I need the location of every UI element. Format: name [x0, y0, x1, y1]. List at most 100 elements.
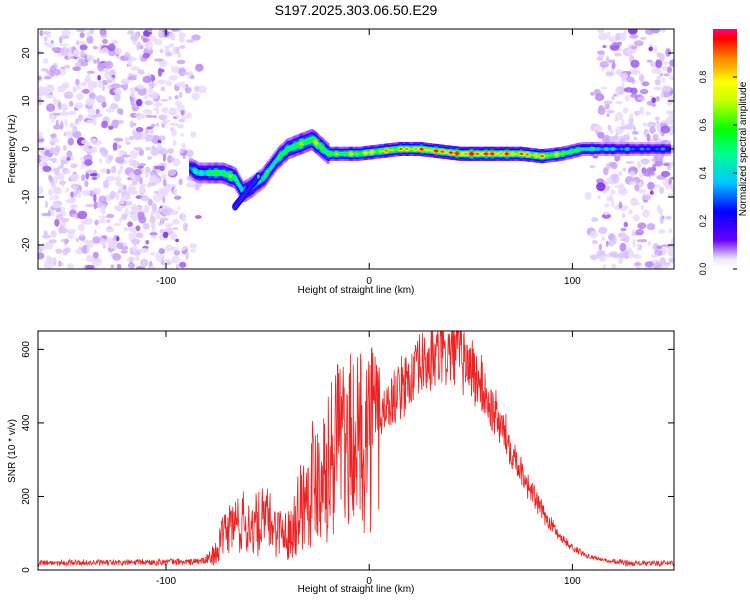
noise-blob — [656, 120, 660, 125]
noise-blob — [112, 142, 118, 151]
noise-blob — [598, 226, 608, 235]
noise-blob — [628, 117, 634, 125]
noise-blob — [136, 84, 145, 90]
ridge-cell — [239, 185, 242, 189]
noise-blob — [598, 32, 608, 41]
noise-blob — [626, 49, 635, 55]
snr-xtick-label: -100 — [156, 576, 176, 587]
ridge-cell — [287, 147, 291, 150]
noise-blob — [176, 59, 186, 65]
noise-blob — [644, 29, 655, 35]
noise-blob — [91, 258, 102, 267]
noise-blob — [49, 147, 56, 154]
noise-blob — [164, 45, 171, 49]
noise-blob — [614, 117, 619, 123]
noise-blob — [127, 221, 133, 228]
noise-blob — [175, 263, 179, 269]
noise-blob — [610, 189, 616, 195]
snr-axes: -100 0 100 0 200 400 600 — [21, 331, 674, 587]
noise-blob — [61, 29, 71, 37]
noise-blob — [665, 48, 672, 57]
snr-ytick-label: 400 — [21, 414, 32, 431]
noise-blob — [66, 263, 74, 269]
noise-blob — [122, 79, 127, 86]
noise-blob — [669, 127, 674, 137]
noise-blob — [125, 141, 131, 145]
noise-blob — [38, 247, 43, 253]
noise-blob — [630, 59, 640, 68]
noise-blob — [656, 123, 661, 132]
noise-blob — [127, 262, 136, 269]
ridge-cell — [592, 148, 596, 150]
noise-blob — [67, 54, 72, 60]
noise-blob — [656, 205, 661, 213]
noise-blob — [87, 108, 97, 115]
noise-blob — [105, 79, 112, 84]
noise-blob — [101, 120, 108, 129]
noise-blob — [158, 248, 165, 255]
noise-blob — [53, 124, 61, 130]
noise-blob — [168, 75, 178, 81]
noise-blob — [143, 204, 150, 214]
noise-blob — [160, 98, 169, 102]
noise-blob — [597, 195, 601, 200]
noise-blob — [138, 163, 146, 167]
ridge-cell — [236, 181, 240, 185]
noise-blob — [191, 34, 201, 41]
spectrogram-xlabel: Height of straight line (km) — [298, 285, 415, 296]
noise-blob — [43, 58, 49, 64]
noise-blob — [58, 165, 62, 170]
noise-blob — [640, 158, 650, 165]
ridge-cell — [274, 160, 277, 163]
noise-blob — [606, 109, 615, 114]
noise-blob — [43, 261, 54, 269]
noise-blob — [155, 252, 159, 260]
noise-blob — [650, 254, 659, 258]
spectrogram-ylabel: Frequency (Hz) — [7, 115, 18, 184]
noise-blob — [171, 128, 177, 138]
noise-blob — [133, 113, 141, 117]
noise-blob — [630, 170, 636, 176]
noise-blob — [152, 193, 163, 202]
noise-blob — [597, 29, 604, 34]
noise-blob — [629, 180, 637, 185]
noise-blob — [59, 262, 64, 266]
noise-blob — [645, 111, 652, 116]
noise-blob — [632, 67, 638, 75]
noise-blob — [635, 229, 644, 236]
noise-blob — [75, 85, 82, 90]
ridge-cell — [240, 188, 243, 191]
noise-blob — [76, 92, 84, 101]
noise-blob — [64, 247, 71, 253]
noise-blob — [116, 242, 124, 250]
noise-blob — [59, 225, 65, 233]
noise-blob — [49, 196, 55, 201]
noise-blob — [162, 196, 166, 204]
noise-blob — [654, 45, 658, 54]
colorbar-tick-label: 0.0 — [698, 263, 708, 276]
noise-blob — [95, 108, 100, 115]
snr-ytick-label: 200 — [21, 488, 32, 505]
noise-blob — [656, 245, 663, 250]
noise-blob — [669, 228, 673, 234]
noise-blob — [642, 194, 652, 201]
noise-blob — [647, 121, 657, 128]
noise-blob — [139, 184, 145, 194]
noise-blob — [127, 62, 132, 68]
noise-blob — [81, 174, 86, 182]
noise-blob — [114, 47, 122, 55]
noise-blob — [190, 131, 197, 138]
noise-blob — [130, 66, 141, 72]
noise-blob — [108, 49, 116, 57]
noise-blob — [127, 226, 136, 233]
noise-blob — [125, 201, 133, 206]
noise-blob — [179, 178, 183, 185]
noise-blob — [86, 73, 91, 81]
spectrogram-ytick-label: -20 — [21, 237, 32, 252]
noise-blob — [172, 187, 177, 195]
noise-blob — [623, 30, 628, 34]
spectrogram-ytick-label: 0 — [21, 146, 32, 152]
noise-blob — [102, 179, 110, 189]
